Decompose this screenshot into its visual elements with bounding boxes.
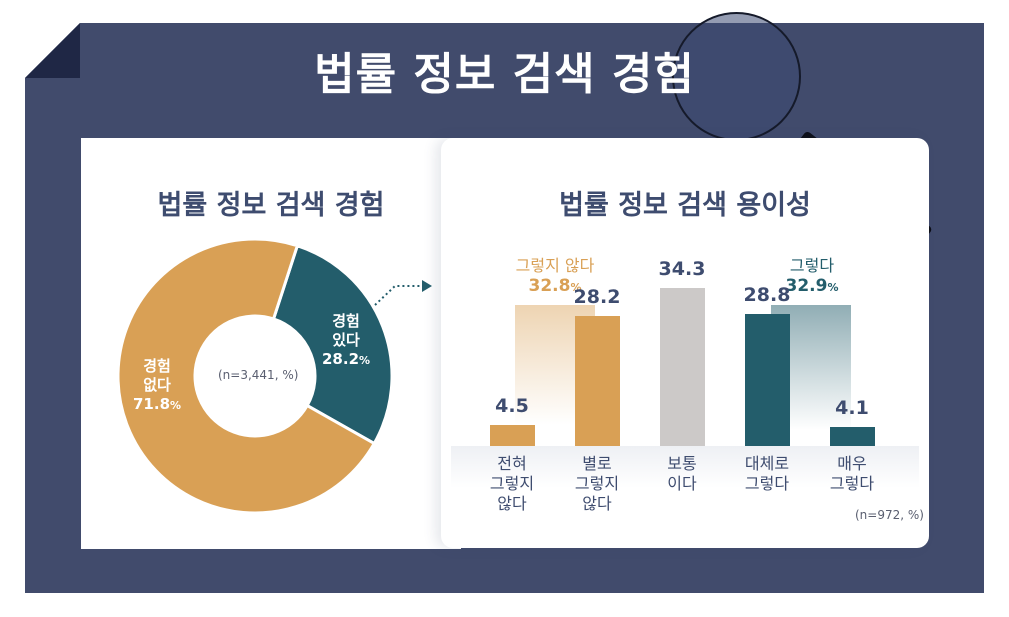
category-line: 별로 [582,454,612,473]
slice-label-yes: 경험 있다 28.2% [322,312,370,370]
category-line: 않다 [582,494,612,513]
negative-group-text: 그렇지 않다 [515,256,595,275]
slice-label-no: 경험 없다 71.8% [133,357,181,415]
bar-2 [575,316,620,446]
bar-5 [830,427,875,446]
slice-yes-value: 28.2 [322,350,360,368]
bar-category-3: 보통 이다 [642,454,722,494]
slice-no-unit: % [170,399,182,412]
slice-no-line1: 경험 [143,357,171,375]
category-line: 그렇지 [489,474,535,493]
category-line: 전혀 [497,454,527,473]
main-title: 법률 정보 검색 경험 [314,49,695,100]
right-panel-bar: 법률 정보 검색 용이성 그렇지 않다 32.8% 그렇다 32.9% 4.5 전… [441,138,929,548]
donut-sample-note: (n=3,441, %) [218,368,299,382]
negative-group-label: 그렇지 않다 32.8% [485,256,625,298]
bar-sample-note: (n=972, %) [855,508,924,522]
negative-group-value: 32.8 [528,276,571,296]
bar-value-5: 4.1 [835,397,869,420]
bar-value-1: 4.5 [495,395,529,418]
donut-title: 법률 정보 검색 경험 [157,190,385,221]
bar-category-5: 매우 그렇다 [812,454,892,494]
category-line: 대체로 [744,454,790,473]
negative-group-unit: % [570,281,582,294]
bar-value-3: 34.3 [658,258,706,281]
category-line: 그렇다 [744,474,790,493]
category-line: 그렇지 [574,474,620,493]
donut-slice-1 [271,243,392,446]
bar-category-1: 전혀 그렇지 않다 [472,454,552,514]
bar-category-4: 대체로 그렇다 [727,454,807,494]
slice-yes-line1: 경험 [332,312,360,330]
bar-4 [745,313,790,446]
axis-band [451,446,919,488]
bar-value-2: 28.2 [573,286,621,309]
slice-no-value: 71.8 [133,395,171,413]
category-line: 그렇다 [829,474,875,493]
bar-value-4: 28.8 [743,283,791,306]
slice-no-line2: 없다 [143,376,171,394]
category-line: 이다 [667,474,697,493]
bar-1 [490,425,535,446]
positive-group-label: 그렇다 32.9% [742,256,882,298]
bar-3 [660,288,705,446]
donut-slice-2 [118,239,377,513]
category-line: 매우 [837,454,867,473]
positive-group-text: 그렇다 [789,256,835,275]
bar-title: 법률 정보 검색 용이성 [559,190,811,221]
positive-group-unit: % [827,281,839,294]
category-line: 보통 [667,454,697,473]
dotted-arrow-icon [374,280,432,306]
bar-category-2: 별로 그렇지 않다 [557,454,637,514]
slice-yes-line2: 있다 [332,331,360,349]
category-line: 않다 [497,494,527,513]
slice-yes-unit: % [359,354,371,367]
donut-chart [118,239,392,513]
positive-group-value: 32.9 [785,276,828,296]
